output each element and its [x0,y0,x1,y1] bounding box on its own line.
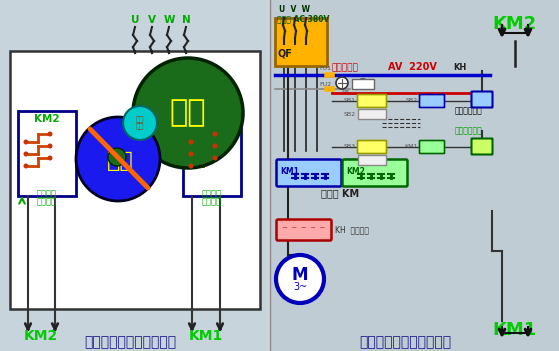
Bar [270,0,559,351]
Text: （关阀）: （关阀） [37,197,57,206]
Text: KH  过热保护: KH 过热保护 [335,225,369,234]
Circle shape [336,77,348,89]
Text: SB: SB [342,91,350,95]
FancyBboxPatch shape [358,94,386,107]
Text: SB4: SB4 [344,158,356,163]
Circle shape [212,144,217,148]
Bar [358,155,386,165]
Text: KM1: KM1 [423,143,442,152]
Circle shape [123,106,157,140]
Bar [352,79,374,89]
Text: AV  220V: AV 220V [388,62,437,72]
Text: U  V  W: U V W [279,5,310,14]
Text: SB2: SB2 [344,112,356,117]
Text: M: M [292,266,308,284]
FancyBboxPatch shape [419,94,444,107]
Circle shape [48,144,53,148]
Circle shape [48,155,53,160]
FancyBboxPatch shape [471,139,492,154]
Text: U: U [131,15,139,25]
Bar [183,111,241,196]
Text: SB3: SB3 [344,145,356,150]
Circle shape [108,148,126,166]
Text: 阀门电动装置控制实物图: 阀门电动装置控制实物图 [84,335,176,349]
Text: SB1: SB1 [344,99,356,104]
FancyBboxPatch shape [277,159,342,186]
Text: 关阀限位开关: 关阀限位开关 [455,106,483,115]
Text: SB2: SB2 [406,99,418,104]
Text: 凸轮: 凸轮 [107,151,134,171]
FancyBboxPatch shape [419,140,444,153]
Text: KM2: KM2 [34,114,60,124]
Text: KM1: KM1 [199,114,225,124]
Text: 电源
控制: 电源 控制 [360,78,366,90]
Text: 3~: 3~ [293,282,307,292]
Circle shape [23,152,29,157]
FancyBboxPatch shape [471,92,492,107]
Text: （开阀）: （开阀） [202,197,222,206]
Text: 远程控制: 远程控制 [364,111,380,117]
Text: KM1: KM1 [280,167,299,177]
Text: V: V [148,15,156,25]
Text: KM1: KM1 [189,329,223,343]
Text: KH: KH [453,63,466,72]
Bar [18,111,76,196]
Bar [0,0,268,351]
Circle shape [133,58,243,168]
Circle shape [23,139,29,145]
Text: N: N [182,15,191,25]
Circle shape [188,164,193,168]
Text: FU1: FU1 [319,66,331,71]
Text: KM1: KM1 [472,95,491,105]
Circle shape [212,155,217,160]
Circle shape [212,132,217,137]
Text: 继电器 KM: 继电器 KM [321,188,359,198]
Text: KM2: KM2 [24,329,58,343]
Circle shape [23,164,29,168]
Text: 电机: 电机 [170,99,206,127]
Text: KM2: KM2 [472,143,491,152]
Text: 电源指示灯: 电源指示灯 [332,63,359,72]
Text: ⁻ ⁻ ⁻ ⁻ ⁻: ⁻ ⁻ ⁻ ⁻ ⁻ [282,225,326,235]
Text: 开接钮: 开接钮 [365,143,379,152]
Text: 阀门电动装置控制原理图: 阀门电动装置控制原理图 [359,335,451,349]
Text: 关接钮: 关接钮 [365,97,379,106]
Text: KM1: KM1 [405,145,418,150]
Bar [275,18,327,66]
Circle shape [48,132,53,137]
FancyBboxPatch shape [343,159,408,186]
Circle shape [276,255,324,303]
Circle shape [188,152,193,157]
Text: 限位开关: 限位开关 [37,189,57,198]
Circle shape [188,139,193,145]
Circle shape [76,117,160,201]
FancyBboxPatch shape [277,219,331,240]
Text: 远程控制: 远程控制 [364,157,380,163]
Text: KM1: KM1 [493,321,537,339]
Text: W: W [163,15,175,25]
Bar [358,109,386,119]
Text: KM2: KM2 [423,97,442,106]
Text: 传动
齿轮: 传动 齿轮 [136,115,144,129]
Text: 总闸门 AC 380V: 总闸门 AC 380V [277,14,329,23]
Text: KM2: KM2 [493,15,537,33]
Bar [10,51,260,309]
Text: 开阀限位开关: 开阀限位开关 [455,126,483,135]
Text: 限位开关: 限位开关 [202,189,222,198]
Text: KM2: KM2 [346,167,365,177]
Text: QF: QF [277,49,292,59]
Text: FU2: FU2 [319,82,331,87]
FancyBboxPatch shape [358,140,386,153]
